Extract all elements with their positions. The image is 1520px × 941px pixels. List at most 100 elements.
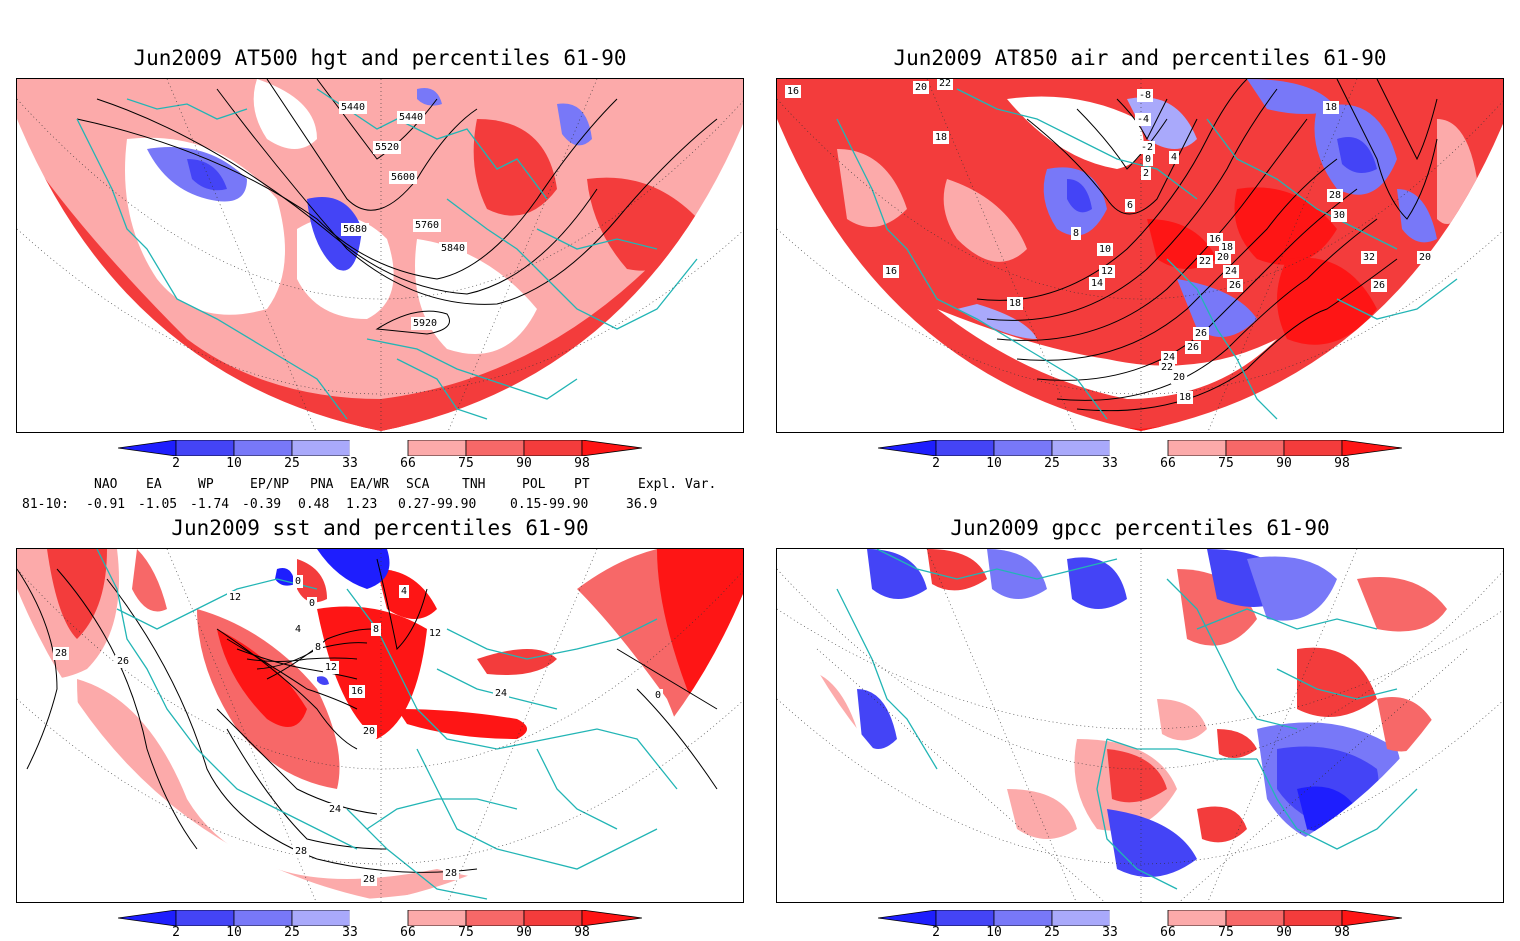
contour-label: 20: [1171, 371, 1188, 384]
indices-header-row: NAO EA WP EP/NP PNA EA/WR SCA TNH POL PT…: [22, 474, 728, 494]
colorbar-label: 66: [400, 925, 416, 940]
indices-header: NAO: [94, 476, 118, 492]
contour-label: 24: [1223, 265, 1240, 278]
contour-label: 4: [1169, 151, 1180, 164]
colorbar-label: 90: [1276, 456, 1292, 471]
contour-label: 10: [1097, 243, 1114, 256]
indices-header: EP/NP: [250, 476, 290, 492]
indices-header: PNA: [310, 476, 334, 492]
colorbar-label: 25: [1044, 925, 1060, 940]
panel1-map-graphic: [17, 79, 743, 432]
indices-value: 1.23: [346, 496, 378, 512]
contour-label: 14: [1089, 277, 1106, 290]
contour-label: 22: [1197, 255, 1214, 268]
contour-label: 26: [1227, 279, 1244, 292]
colorbar-label: 25: [284, 925, 300, 940]
colorbar-label: 10: [986, 456, 1002, 471]
indices-value: -1.74: [190, 496, 230, 512]
colorbar-label: 98: [574, 925, 590, 940]
colorbar-label: 75: [458, 925, 474, 940]
colorbar-label: 90: [516, 925, 532, 940]
contour-label: -8: [1137, 89, 1154, 102]
contour-label: 12: [427, 627, 444, 640]
colorbar-label: 2: [932, 456, 940, 471]
colorbar-label: 75: [458, 456, 474, 471]
contour-label: 5520: [373, 141, 402, 154]
colorbar-label: 75: [1218, 925, 1234, 940]
colorbar-label: 2: [172, 456, 180, 471]
contour-label: 12: [227, 591, 244, 604]
teleconnection-indices-table: NAO EA WP EP/NP PNA EA/WR SCA TNH POL PT…: [22, 474, 728, 514]
indices-header: WP: [198, 476, 214, 492]
contour-label: 30: [1331, 209, 1348, 222]
contour-label: 32: [1361, 251, 1378, 264]
contour-label: 18: [1323, 101, 1340, 114]
indices-header: SCA: [406, 476, 430, 492]
colorbar-label: 33: [1102, 456, 1118, 471]
colorbar-label: 33: [342, 925, 358, 940]
panel3-map-graphic: [17, 549, 743, 902]
contour-label: 8: [1071, 227, 1082, 240]
contour-label: 0: [1143, 153, 1154, 166]
contour-label: 5600: [389, 171, 418, 184]
contour-label: 5440: [339, 101, 368, 114]
contour-label: 5440: [397, 111, 426, 124]
contour-label: 4: [293, 623, 304, 636]
colorbar-label: 90: [1276, 925, 1292, 940]
contour-label: 20: [1215, 251, 1232, 264]
panel3-title: Jun2009 sst and percentiles 61-90: [171, 516, 589, 540]
colorbar-label: 66: [1160, 925, 1176, 940]
contour-label: 8: [371, 623, 382, 636]
contour-label: 0: [653, 689, 664, 702]
indices-value: -1.05: [138, 496, 178, 512]
indices-header: Expl. Var.: [638, 476, 717, 492]
colorbar-label: 2: [932, 925, 940, 940]
contour-label: 16: [785, 85, 802, 98]
indices-value: 0.15-99.90: [510, 496, 589, 512]
contour-label: 12: [1099, 265, 1116, 278]
indices-value: 36.9: [626, 496, 658, 512]
indices-header: PT: [574, 476, 590, 492]
panel4-map: [776, 548, 1504, 903]
indices-value: -0.91: [86, 496, 126, 512]
contour-label: 26: [1371, 279, 1388, 292]
colorbar-label: 33: [342, 456, 358, 471]
colorbar-label: 10: [226, 456, 242, 471]
colorbar-label: 2: [172, 925, 180, 940]
contour-label: 5920: [411, 317, 440, 330]
indices-header: TNH: [462, 476, 486, 492]
contour-label: 24: [493, 687, 510, 700]
panel2-map: 16 20 22 18 -8 -4 -2 0 2 4 6 8 10 12 14 …: [776, 78, 1504, 433]
panel4-title: Jun2009 gpcc percentiles 61-90: [950, 516, 1330, 540]
panel2-map-graphic: [777, 79, 1503, 432]
colorbar-graphic: [878, 910, 1402, 926]
contour-label: 22: [1159, 361, 1176, 374]
contour-label: 28: [443, 867, 460, 880]
colorbar-label: 75: [1218, 456, 1234, 471]
colorbar: 2 10 25 33 66 75 90 98: [878, 440, 1402, 474]
contour-label: 26: [1193, 327, 1210, 340]
contour-label: 16: [349, 685, 366, 698]
colorbar-graphic: [118, 440, 642, 456]
colorbar-label: 98: [1334, 925, 1350, 940]
contour-label: 5760: [413, 219, 442, 232]
contour-label: 22: [937, 78, 954, 90]
colorbar-label: 90: [516, 456, 532, 471]
contour-label: 2: [1141, 167, 1152, 180]
indices-value: 0.27-99.90: [398, 496, 477, 512]
colorbar-graphic: [118, 910, 642, 926]
indices-value: -0.39: [242, 496, 282, 512]
panel4-map-graphic: [777, 549, 1503, 902]
contour-label: 4: [399, 585, 410, 598]
panel3-map: 12 28 26 4 8 12 16 20 24 28 28 28 24 12 …: [16, 548, 744, 903]
contour-label: 20: [1417, 251, 1434, 264]
colorbar-label: 98: [574, 456, 590, 471]
colorbar-label: 10: [226, 925, 242, 940]
indices-header: EA/WR: [350, 476, 390, 492]
panel1-title: Jun2009 AT500 hgt and percentiles 61-90: [133, 46, 627, 70]
contour-label: 18: [1177, 391, 1194, 404]
contour-label: -4: [1135, 113, 1152, 126]
contour-label: 28: [1327, 189, 1344, 202]
contour-label: 18: [933, 131, 950, 144]
contour-label: 6: [1125, 199, 1136, 212]
